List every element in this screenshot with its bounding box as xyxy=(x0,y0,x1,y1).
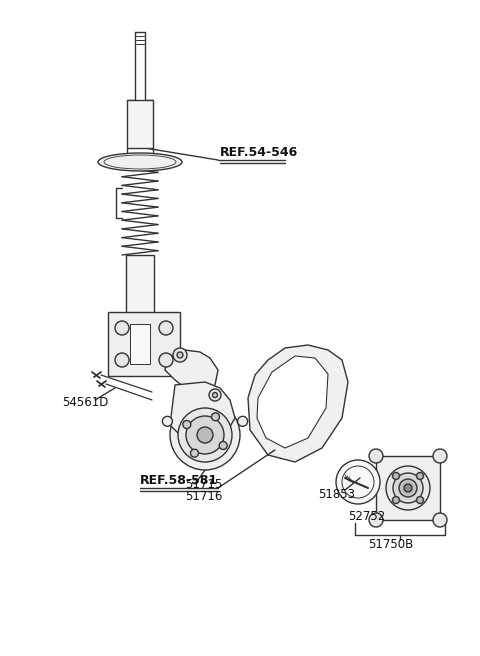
Text: 51750B: 51750B xyxy=(368,537,413,550)
Circle shape xyxy=(159,321,173,335)
Circle shape xyxy=(417,472,423,480)
Polygon shape xyxy=(248,345,348,462)
Circle shape xyxy=(191,449,199,457)
Bar xyxy=(127,100,153,148)
Circle shape xyxy=(170,400,240,470)
Bar xyxy=(126,255,154,330)
Circle shape xyxy=(417,497,423,504)
Text: 52752: 52752 xyxy=(348,510,385,522)
Circle shape xyxy=(238,417,248,426)
Circle shape xyxy=(197,427,213,443)
Circle shape xyxy=(433,513,447,527)
Ellipse shape xyxy=(336,460,380,504)
Text: 51853: 51853 xyxy=(318,487,355,501)
Circle shape xyxy=(393,472,399,480)
Circle shape xyxy=(369,513,383,527)
Text: 54561D: 54561D xyxy=(62,396,108,409)
Text: 51716: 51716 xyxy=(185,489,222,502)
Circle shape xyxy=(162,417,172,426)
Ellipse shape xyxy=(98,153,182,171)
Text: 51715: 51715 xyxy=(185,478,222,491)
Bar xyxy=(376,456,440,520)
Circle shape xyxy=(115,321,129,335)
Circle shape xyxy=(393,497,399,504)
Circle shape xyxy=(186,416,224,454)
Polygon shape xyxy=(165,350,218,395)
Circle shape xyxy=(433,449,447,463)
Circle shape xyxy=(209,389,221,401)
Circle shape xyxy=(386,466,430,510)
Bar xyxy=(130,324,150,364)
Circle shape xyxy=(173,348,187,362)
Circle shape xyxy=(115,353,129,367)
Circle shape xyxy=(369,449,383,463)
Circle shape xyxy=(213,392,217,398)
Circle shape xyxy=(393,473,423,503)
Circle shape xyxy=(178,408,232,462)
Circle shape xyxy=(399,479,417,497)
Circle shape xyxy=(183,420,191,428)
Circle shape xyxy=(404,484,412,492)
Polygon shape xyxy=(170,382,235,445)
Bar xyxy=(108,312,180,376)
Circle shape xyxy=(212,413,219,420)
Circle shape xyxy=(219,441,227,449)
Text: REF.54-546: REF.54-546 xyxy=(220,146,298,159)
Circle shape xyxy=(159,353,173,367)
Polygon shape xyxy=(257,356,328,448)
Text: REF.58-581: REF.58-581 xyxy=(140,474,218,487)
Circle shape xyxy=(177,352,183,358)
